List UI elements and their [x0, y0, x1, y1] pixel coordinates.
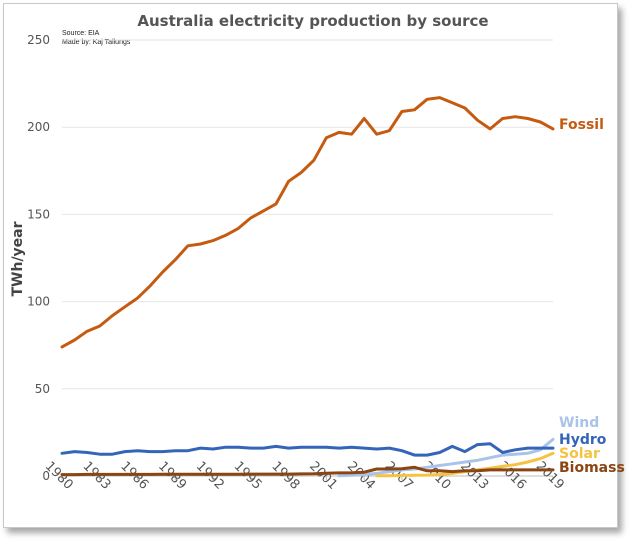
series-label-solar: Solar	[559, 446, 600, 462]
chart-frame	[3, 3, 618, 528]
series-label-fossil: Fossil	[559, 117, 604, 133]
gridlines	[61, 39, 554, 480]
series-line-fossil	[60, 96, 555, 349]
made-by-note: Made by: Kaj Tallungs	[62, 39, 131, 46]
y-tick-labels: 0 50 100 150 200 250	[27, 33, 50, 483]
series-line-hydro	[60, 442, 555, 457]
y-tick-label: 50	[35, 382, 50, 396]
series-label-hydro: Hydro	[559, 432, 607, 448]
series-label-biomass: Biomass	[559, 460, 625, 476]
y-tick-label: 250	[27, 33, 50, 47]
series-line-wind	[337, 437, 555, 478]
series-label-wind: Wind	[559, 415, 599, 431]
source-note: Source: EIA	[62, 30, 100, 37]
y-tick-label: 200	[27, 120, 50, 134]
y-tick-label: 150	[27, 207, 50, 221]
series-line-biomass	[60, 465, 555, 477]
series-lines	[60, 96, 555, 478]
y-axis-label: TWh/year	[10, 221, 26, 296]
chart-title: Australia electricity production by sour…	[137, 12, 488, 30]
y-tick-label: 100	[27, 295, 50, 309]
y-tick-label: 0	[42, 469, 50, 483]
